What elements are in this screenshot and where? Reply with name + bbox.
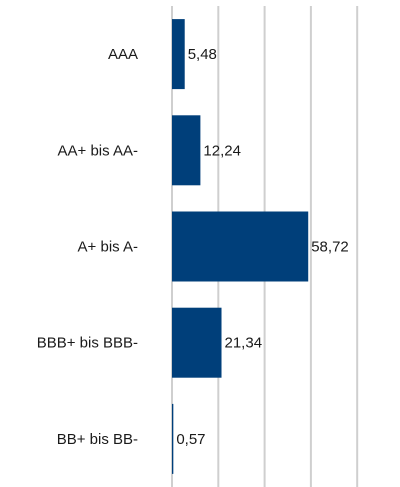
bar-a-bis-a xyxy=(172,211,309,282)
category-labels: AAA AA+ bis AA- A+ bis A- BBB+ bis BBB- BB+ … xyxy=(37,46,138,448)
value-label-a-bis-a: 58,72 xyxy=(311,239,349,256)
category-label-a-bis-a: A+ bis A- xyxy=(78,239,138,256)
bars xyxy=(172,19,309,474)
bar-bbb-bis-bbb xyxy=(172,307,222,378)
bar-aa-bis-aa xyxy=(172,115,201,186)
bar-bb-bis-bb xyxy=(172,403,174,474)
value-label-bb-bis-bb: 0,57 xyxy=(176,431,205,448)
value-label-bbb-bis-bbb: 21,34 xyxy=(225,335,263,352)
category-label-bbb-bis-bbb: BBB+ bis BBB- xyxy=(37,335,138,352)
category-label-bb-bis-bb: BB+ bis BB- xyxy=(57,431,138,448)
bar-aaa xyxy=(172,19,185,90)
value-label-aa-bis-aa: 12,24 xyxy=(203,142,241,159)
value-labels: 5,48 12,24 58,72 21,34 0,57 xyxy=(176,46,348,448)
category-label-aaa: AAA xyxy=(108,46,138,63)
category-label-aa-bis-aa: AA+ bis AA- xyxy=(58,142,138,159)
value-label-aaa: 5,48 xyxy=(188,46,217,63)
